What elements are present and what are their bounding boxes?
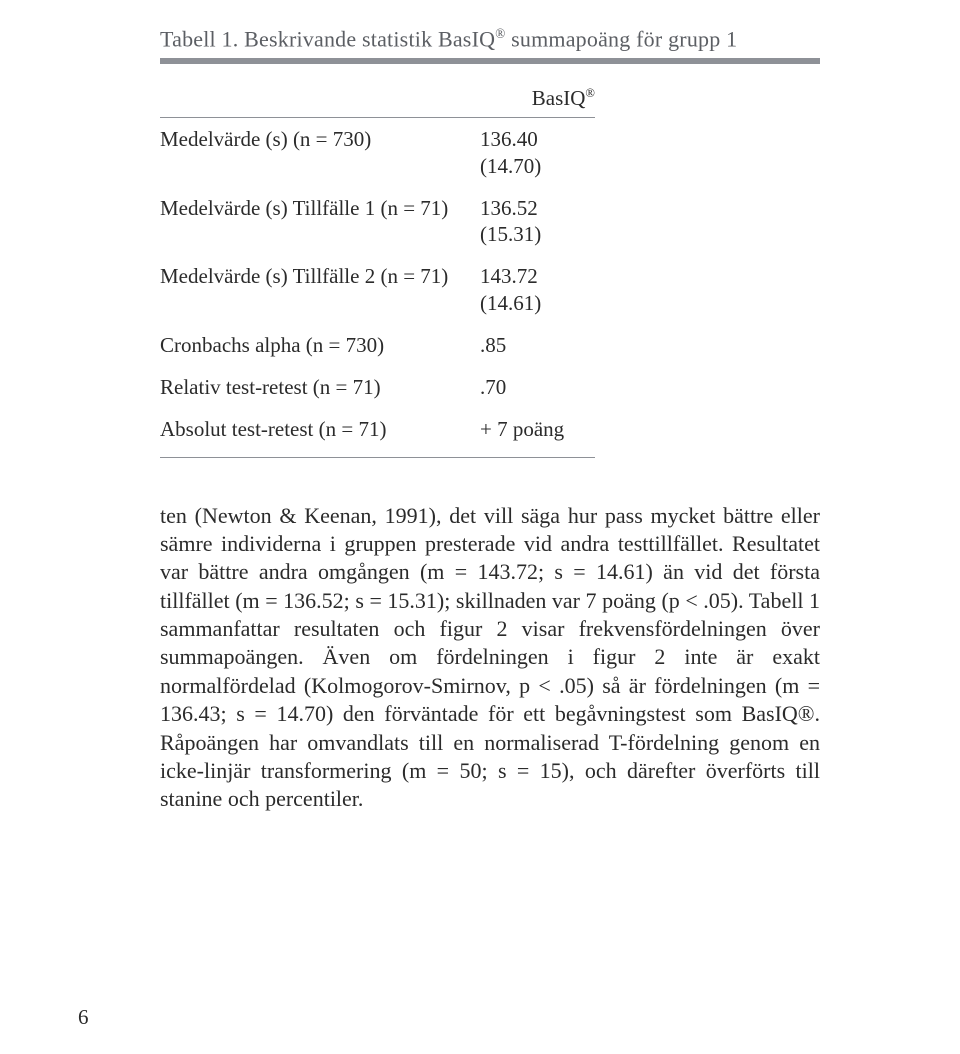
table-row: (14.70) <box>160 153 595 179</box>
table-row: Absolut test-retest (n = 71) + 7 poäng <box>160 416 595 442</box>
row-subvalue: (14.70) <box>472 153 603 179</box>
table-body: Medelvärde (s) (n = 730) 136.40 (14.70) … <box>160 126 595 442</box>
row-value: .85 <box>472 332 603 358</box>
row-subvalue: (15.31) <box>472 221 603 247</box>
row-value: 143.72 <box>472 263 603 289</box>
table-rule-bottom <box>160 457 595 458</box>
page-number: 6 <box>78 1005 89 1030</box>
row-value: + 7 poäng <box>472 416 603 442</box>
row-label: Medelvärde (s) (n = 730) <box>160 126 472 152</box>
table-rule-top <box>160 58 820 64</box>
column-header-prefix: BasIQ <box>532 86 586 110</box>
table-row: (15.31) <box>160 221 595 247</box>
row-value: 136.52 <box>472 195 603 221</box>
registered-mark-icon: ® <box>495 26 505 41</box>
table-caption-prefix: Tabell 1. Beskrivande statistik BasIQ <box>160 26 495 51</box>
row-label: Relativ test-retest (n = 71) <box>160 374 472 400</box>
table-caption: Tabell 1. Beskrivande statistik BasIQ® s… <box>160 26 820 52</box>
stats-table: BasIQ® Medelvärde (s) (n = 730) 136.40 (… <box>160 86 595 457</box>
row-label: Medelvärde (s) Tillfälle 2 (n = 71) <box>160 263 472 289</box>
row-label: Cronbachs alpha (n = 730) <box>160 332 472 358</box>
table-row: (14.61) <box>160 290 595 316</box>
table-caption-suffix: summapoäng för grupp 1 <box>505 26 737 51</box>
table-row: Medelvärde (s) Tillfälle 2 (n = 71) 143.… <box>160 263 595 289</box>
table-row: Medelvärde (s) Tillfälle 1 (n = 71) 136.… <box>160 195 595 221</box>
table-row: Relativ test-retest (n = 71) .70 <box>160 374 595 400</box>
table-row: Cronbachs alpha (n = 730) .85 <box>160 332 595 358</box>
row-value: 136.40 <box>472 126 603 152</box>
table-column-header: BasIQ® <box>160 86 595 117</box>
row-value: .70 <box>472 374 603 400</box>
row-label: Medelvärde (s) Tillfälle 1 (n = 71) <box>160 195 472 221</box>
table-rule-header <box>160 117 595 118</box>
row-subvalue: (14.61) <box>472 290 603 316</box>
table-row: Medelvärde (s) (n = 730) 136.40 <box>160 126 595 152</box>
row-label: Absolut test-retest (n = 71) <box>160 416 472 442</box>
registered-mark-icon: ® <box>585 86 595 100</box>
body-paragraph: ten (Newton & Keenan, 1991), det vill sä… <box>160 502 820 814</box>
